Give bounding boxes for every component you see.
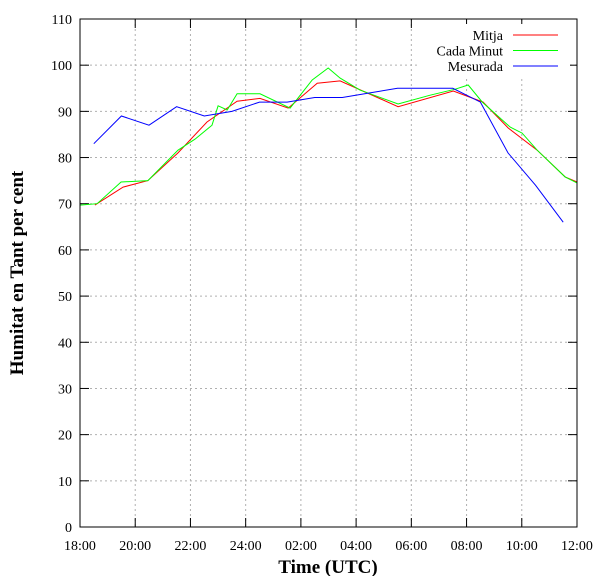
y-tick-label: 20 [58,429,72,444]
legend-label: Mitja [473,29,504,44]
y-tick-label: 10 [58,475,72,490]
x-tick-label: 06:00 [395,539,427,554]
y-tick-label: 40 [58,336,72,351]
legend-label: Mesurada [448,60,504,75]
legend-label: Cada Minut [437,45,504,60]
y-tick-label: 60 [58,244,72,259]
y-tick-label: 80 [58,152,72,167]
x-axis-label: Time (UTC) [278,557,377,576]
axis-ticks: 0 10 20 30 40 50 60 70 80 90 100 110 18:00 20:00 22:00… [51,13,593,554]
y-tick-label: 110 [52,13,72,28]
x-tick-label: 04:00 [340,539,372,554]
x-tick-label: 20:00 [119,539,151,554]
x-tick-label: 10:00 [506,539,538,554]
series-line-mitja [94,80,578,206]
x-tick-label: 02:00 [285,539,317,554]
x-tick-label: 08:00 [451,539,483,554]
plot-frame [79,18,578,528]
y-tick-label: 30 [58,382,72,397]
y-tick-label: 100 [51,59,72,74]
y-tick-label: 0 [65,521,72,536]
x-tick-label: 18:00 [64,539,96,554]
x-tick-label: 24:00 [230,539,262,554]
series-line-mesurada [93,87,564,223]
y-tick-label: 70 [58,198,72,213]
series-lines [79,67,578,223]
x-tick-label: 12:00 [561,539,593,554]
y-tick-label: 90 [58,105,72,120]
x-tick-label: 22:00 [174,539,206,554]
y-axis-label: Humitat en Tant per cent [7,170,28,375]
grid [80,19,577,527]
series-line-cada-minut [79,67,578,206]
y-tick-label: 50 [58,290,72,305]
